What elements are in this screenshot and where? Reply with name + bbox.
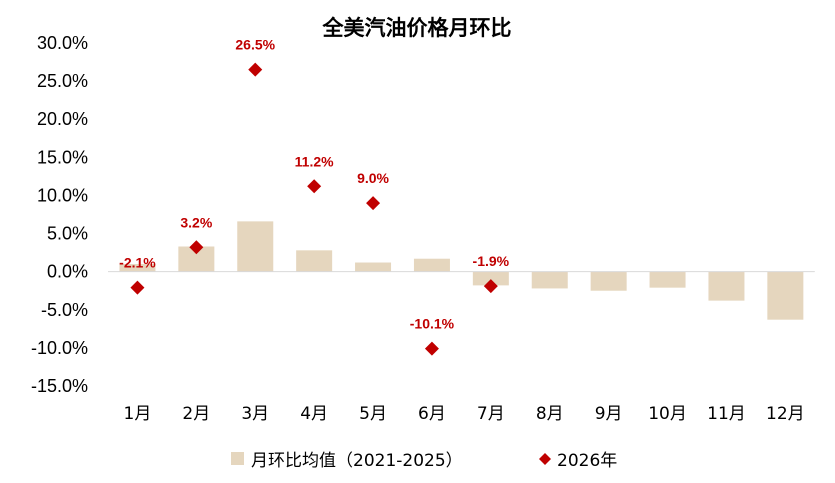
bar [413,258,450,272]
y-tick-label: 0.0% [47,262,88,282]
data-label: -10.1% [410,316,455,332]
data-point [424,341,439,356]
x-tick-label: 3月 [241,404,269,424]
y-axis: 30.0% 25.0% 20.0% 15.0% 10.0% 5.0% 0.0% -5.0% -1… [31,33,88,396]
legend-label-diamond: 2026年 [557,451,617,471]
x-tick-label: 2月 [182,404,210,424]
y-tick-label: -5.0% [41,300,88,320]
bar [649,271,686,288]
x-tick-label: 4月 [300,404,328,424]
bar [355,262,392,272]
y-tick-label: -15.0% [31,376,88,396]
y-tick-label: 15.0% [37,147,88,167]
legend-swatch-diamond [539,453,551,465]
y-tick-label: 20.0% [37,109,88,129]
data-point [366,196,381,211]
data-point [483,279,498,294]
bar [590,271,627,291]
data-point [248,62,263,77]
x-tick-label: 7月 [477,404,505,424]
data-point [307,179,322,194]
bar-series [119,221,804,320]
x-tick-label: 10月 [648,404,687,424]
y-tick-label: 10.0% [37,185,88,205]
bar [119,264,156,272]
bar [296,250,333,272]
y-tick-label: -10.0% [31,338,88,358]
data-point [189,240,204,255]
x-tick-label: 8月 [536,404,564,424]
data-point [130,280,145,295]
x-tick-label: 11月 [707,404,746,424]
legend: 月环比均值（2021-2025） 2026年 [231,451,617,471]
x-tick-label: 5月 [359,404,387,424]
bar [531,271,568,289]
data-label: -1.9% [473,253,510,269]
chart-title: 全美汽油价格月环比 [322,16,512,40]
x-axis: 1月 2月 3月 4月 5月 6月 7月 8月 9月 10月 11月 12月 [124,404,805,424]
bar [767,271,804,320]
data-label: 3.2% [180,214,212,230]
data-label: -2.1% [119,255,156,271]
bar [472,271,509,286]
legend-label-bar: 月环比均值（2021-2025） [251,451,463,471]
y-tick-label: 25.0% [37,71,88,91]
legend-swatch-bar [231,452,244,465]
data-label: 26.5% [235,37,275,53]
data-labels: -2.1% 3.2% 26.5% 11.2% 9.0% -10.1% -1.9% [119,37,510,332]
bar [237,221,274,272]
x-tick-label: 9月 [595,404,623,424]
data-label: 11.2% [295,153,334,169]
bar [708,271,745,301]
data-label: 9.0% [357,170,389,186]
x-tick-label: 1月 [124,404,152,424]
y-tick-label: 30.0% [37,33,88,53]
scatter-series [130,62,498,356]
x-tick-label: 6月 [418,404,446,424]
y-tick-label: 5.0% [47,224,88,244]
x-tick-label: 12月 [766,404,805,424]
